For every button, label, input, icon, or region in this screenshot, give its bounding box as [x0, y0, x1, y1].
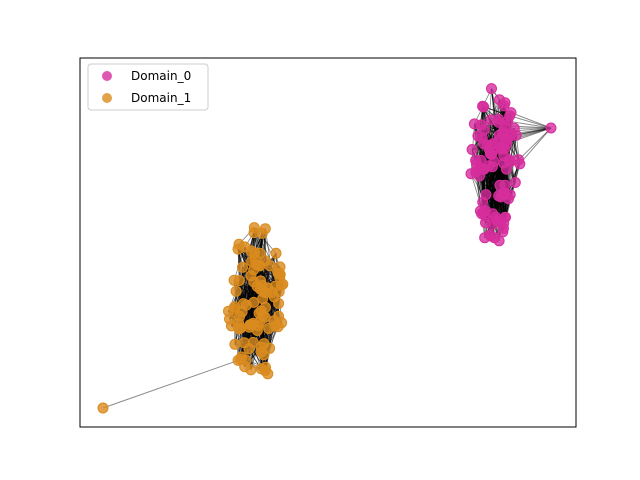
graph-node	[478, 163, 490, 175]
graph-node	[493, 113, 504, 125]
graph-node	[237, 261, 248, 273]
graph-node	[273, 297, 285, 309]
legend-marker-domain-1	[102, 93, 112, 103]
graph-node	[274, 269, 286, 280]
legend-marker-domain-0	[102, 71, 112, 81]
graph-node	[229, 303, 240, 315]
graph-node	[475, 119, 487, 131]
graph-node	[466, 144, 478, 155]
graph-node	[503, 154, 515, 166]
outlier-edge	[518, 127, 552, 161]
outlier-node	[545, 122, 557, 134]
graph-node	[251, 280, 263, 292]
outlier-edge	[102, 359, 239, 409]
legend-box	[87, 63, 209, 111]
graph-node	[486, 83, 497, 95]
graph-node	[498, 222, 509, 234]
graph-node	[270, 247, 282, 259]
outlier-node	[97, 402, 109, 414]
legend: Domain_0 Domain_1	[87, 63, 209, 111]
nodes-layer	[97, 83, 557, 414]
graph-node	[248, 227, 260, 239]
graph-node	[262, 368, 274, 380]
outlier-edge	[506, 127, 552, 145]
graph-node	[229, 338, 241, 350]
graph-node	[495, 143, 507, 155]
graph-node	[478, 101, 490, 113]
graph-node	[493, 235, 505, 247]
graph-node	[236, 351, 247, 363]
legend-label-domain-0: Domain_0	[131, 69, 191, 83]
graph-node	[263, 323, 275, 334]
graph-node	[253, 307, 265, 319]
graph-node	[494, 179, 506, 191]
outlier-edge	[516, 127, 552, 136]
graph-node	[476, 132, 488, 144]
graph-node	[509, 177, 521, 188]
graph-node	[485, 140, 497, 151]
outlier-edge	[507, 120, 552, 129]
graph-node	[245, 364, 257, 376]
graph-node	[258, 349, 270, 361]
graph-node	[262, 282, 274, 294]
graph-node	[479, 204, 491, 216]
outlier-edge	[510, 112, 552, 129]
graph-node	[479, 232, 491, 244]
graph-node	[514, 158, 526, 170]
graph-node	[494, 129, 505, 141]
graph-node	[259, 223, 271, 235]
graph-node	[500, 163, 512, 175]
graph-node	[490, 211, 502, 223]
graph-node	[254, 247, 266, 259]
graph-node	[499, 188, 511, 200]
graph-node	[240, 299, 252, 311]
graph-node	[230, 285, 242, 297]
graph-node	[498, 100, 510, 112]
graph-node	[508, 122, 520, 134]
graph-node	[471, 158, 482, 170]
graph-node	[247, 317, 259, 329]
outlier-edge	[509, 115, 552, 129]
graph-node	[259, 255, 271, 267]
legend-label-domain-1: Domain_1	[131, 91, 191, 105]
graph-node	[273, 286, 285, 298]
graph-node	[273, 310, 285, 322]
outlier-edge	[519, 127, 552, 165]
graph-node	[232, 243, 244, 255]
graph-node	[243, 343, 255, 355]
graph-node	[228, 274, 240, 286]
